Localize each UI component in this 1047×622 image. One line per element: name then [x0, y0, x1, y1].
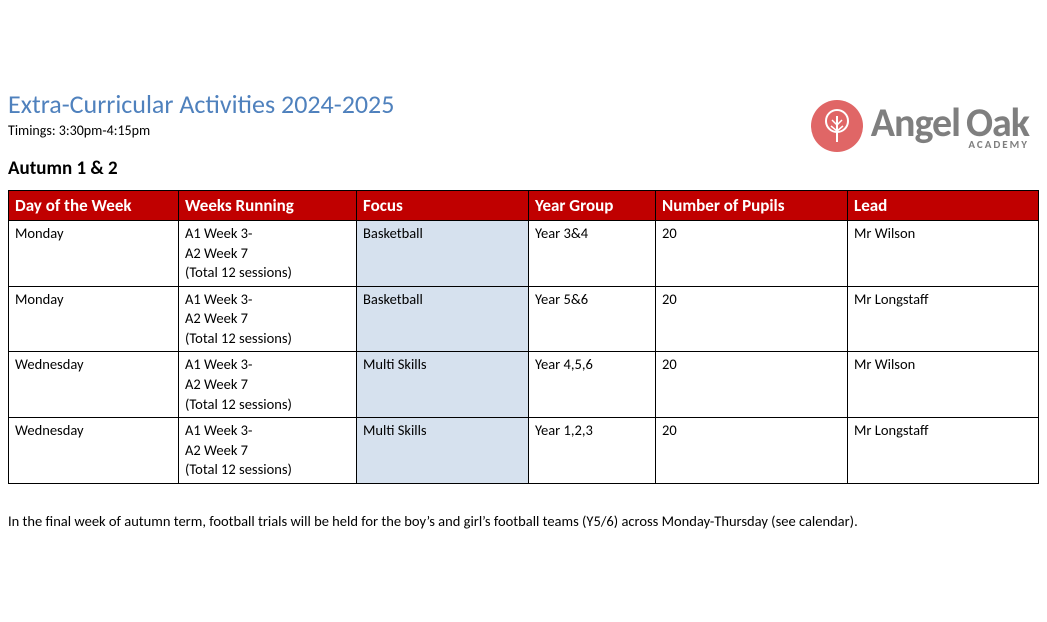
- logo-area: Angel Oak ACADEMY: [811, 100, 1029, 152]
- cell-year: Year 4,5,6: [529, 352, 656, 418]
- brand-word-2: Oak: [966, 103, 1029, 143]
- cell-year: Year 1,2,3: [529, 418, 656, 484]
- cell-weeks: A1 Week 3-A2 Week 7(Total 12 sessions): [179, 352, 357, 418]
- cell-year: Year 5&6: [529, 286, 656, 352]
- footer-note: In the final week of autumn term, footba…: [8, 512, 1039, 530]
- cell-pupils: 20: [656, 418, 848, 484]
- cell-lead: Mr Wilson: [848, 221, 1039, 287]
- weeks-line: A1 Week 3-: [185, 224, 350, 244]
- cell-pupils: 20: [656, 286, 848, 352]
- cell-focus: Multi Skills: [357, 352, 529, 418]
- col-day: Day of the Week: [9, 191, 179, 221]
- logo-icon: [811, 100, 863, 152]
- logo-text: Angel Oak ACADEMY: [871, 103, 1029, 150]
- col-pupils: Number of Pupils: [656, 191, 848, 221]
- weeks-line: (Total 12 sessions): [185, 263, 350, 283]
- cell-weeks: A1 Week 3-A2 Week 7(Total 12 sessions): [179, 286, 357, 352]
- table-row: MondayA1 Week 3-A2 Week 7(Total 12 sessi…: [9, 221, 1039, 287]
- cell-focus: Multi Skills: [357, 418, 529, 484]
- cell-lead: Mr Wilson: [848, 352, 1039, 418]
- activities-table: Day of the Week Weeks Running Focus Year…: [8, 190, 1039, 484]
- cell-lead: Mr Longstaff: [848, 418, 1039, 484]
- col-year: Year Group: [529, 191, 656, 221]
- table-row: MondayA1 Week 3-A2 Week 7(Total 12 sessi…: [9, 286, 1039, 352]
- col-lead: Lead: [848, 191, 1039, 221]
- weeks-line: (Total 12 sessions): [185, 395, 350, 415]
- weeks-line: A2 Week 7: [185, 375, 350, 395]
- cell-focus: Basketball: [357, 221, 529, 287]
- cell-pupils: 20: [656, 221, 848, 287]
- cell-year: Year 3&4: [529, 221, 656, 287]
- cell-weeks: A1 Week 3-A2 Week 7(Total 12 sessions): [179, 221, 357, 287]
- col-weeks: Weeks Running: [179, 191, 357, 221]
- table-header-row: Day of the Week Weeks Running Focus Year…: [9, 191, 1039, 221]
- weeks-line: A1 Week 3-: [185, 421, 350, 441]
- weeks-line: (Total 12 sessions): [185, 329, 350, 349]
- cell-pupils: 20: [656, 352, 848, 418]
- weeks-line: A1 Week 3-: [185, 290, 350, 310]
- weeks-line: (Total 12 sessions): [185, 460, 350, 480]
- cell-day: Monday: [9, 286, 179, 352]
- cell-day: Wednesday: [9, 418, 179, 484]
- weeks-line: A2 Week 7: [185, 309, 350, 329]
- brand-word-1: Angel: [871, 103, 960, 143]
- table-row: WednesdayA1 Week 3-A2 Week 7(Total 12 se…: [9, 352, 1039, 418]
- col-focus: Focus: [357, 191, 529, 221]
- cell-weeks: A1 Week 3-A2 Week 7(Total 12 sessions): [179, 418, 357, 484]
- term-heading: Autumn 1 & 2: [8, 157, 1039, 180]
- tree-icon: [820, 108, 854, 144]
- brand-subtext: ACADEMY: [871, 139, 1029, 150]
- cell-day: Monday: [9, 221, 179, 287]
- table-row: WednesdayA1 Week 3-A2 Week 7(Total 12 se…: [9, 418, 1039, 484]
- cell-focus: Basketball: [357, 286, 529, 352]
- cell-day: Wednesday: [9, 352, 179, 418]
- cell-lead: Mr Longstaff: [848, 286, 1039, 352]
- weeks-line: A2 Week 7: [185, 441, 350, 461]
- weeks-line: A1 Week 3-: [185, 355, 350, 375]
- weeks-line: A2 Week 7: [185, 244, 350, 264]
